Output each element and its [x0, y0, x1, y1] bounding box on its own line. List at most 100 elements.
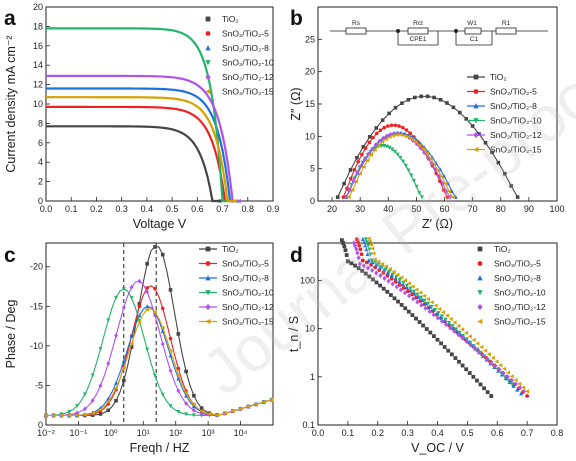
lifetime-point: [411, 289, 416, 294]
y-tick-label: 12: [33, 80, 43, 90]
lifetime-point: [381, 270, 386, 275]
y-tick-label: 14: [33, 60, 43, 70]
lifetime-point: [399, 303, 404, 307]
legend-marker: [477, 303, 483, 311]
nyquist-point: [395, 132, 400, 137]
bode-point: [129, 333, 134, 338]
bode-point: [51, 413, 56, 418]
nyquist-point: [348, 176, 353, 181]
nyquist-point: [413, 95, 417, 100]
x-axis-label: Freqh / HZ: [130, 441, 190, 455]
jv-curve: [45, 105, 233, 203]
legend-label: SnO₂/TiO₂-12: [222, 72, 274, 82]
lifetime-point: [457, 330, 462, 335]
lifetime-point: [519, 391, 524, 396]
bode-point: [75, 404, 80, 409]
lifetime-point: [385, 270, 390, 275]
bode-point: [176, 372, 181, 377]
lifetime-point: [380, 264, 385, 270]
y-tick-label: 25: [305, 34, 315, 44]
nyquist-point: [402, 133, 407, 138]
lifetime-point: [385, 289, 390, 294]
nyquist-point: [418, 145, 423, 151]
nyquist-point: [363, 146, 368, 150]
lifetime-point: [363, 271, 368, 276]
bode-point: [43, 413, 48, 418]
nyquist-point: [406, 168, 411, 173]
legend-marker: [473, 118, 479, 124]
bode-point: [82, 392, 87, 397]
lifetime-point: [408, 286, 413, 291]
nyquist-point: [380, 140, 385, 145]
lifetime-point: [471, 337, 476, 342]
lifetime-point: [429, 304, 434, 310]
lifetime-point: [344, 253, 349, 257]
bode-point: [98, 407, 103, 412]
lifetime-point: [387, 266, 392, 272]
lifetime-point: [509, 377, 514, 383]
lifetime-point: [378, 283, 383, 288]
bode-point: [230, 409, 235, 414]
lifetime-point: [498, 363, 503, 368]
bode-point: [168, 288, 173, 292]
lifetime-point: [355, 250, 360, 256]
nyquist-point: [403, 163, 408, 168]
legend-label: SnO₂/TiO₂-8: [490, 101, 537, 111]
legend-label: SnO₂/TiO₂-10: [222, 58, 274, 68]
lifetime-point: [420, 297, 425, 303]
lifetime-point: [509, 374, 514, 379]
bode-point: [121, 358, 126, 363]
lifetime-point: [372, 257, 377, 262]
lifetime-point: [482, 348, 488, 353]
bode-point: [74, 413, 79, 418]
lifetime-point: [437, 306, 442, 311]
legend-marker: [473, 89, 479, 94]
lifetime-point: [517, 385, 523, 391]
lifetime-point: [386, 278, 391, 284]
lifetime-point: [478, 382, 483, 387]
bode-point: [75, 410, 80, 416]
bode-point: [261, 400, 266, 405]
bode-point: [168, 353, 173, 358]
panel-label-b: b: [290, 7, 303, 30]
bode-point: [152, 373, 157, 378]
nyquist-point: [445, 101, 449, 105]
legend-label: SnO₂/TiO₂-5: [494, 259, 541, 269]
bode-point: [129, 284, 134, 290]
bode-point: [98, 412, 103, 416]
nyquist-point: [496, 160, 501, 165]
lifetime-point: [501, 366, 507, 371]
lifetime-point: [436, 311, 441, 316]
bode-point: [184, 412, 189, 417]
bode-point: [183, 390, 188, 395]
lifetime-point: [425, 296, 430, 302]
bode-point: [184, 393, 189, 398]
nyquist-point: [443, 181, 448, 186]
nyquist-point: [404, 128, 409, 132]
lifetime-point: [399, 275, 404, 280]
nyquist-point: [356, 159, 360, 164]
nyquist-point: [371, 135, 375, 140]
y-tick-label: 18: [33, 21, 43, 31]
bode-point: [153, 245, 157, 249]
bode-point: [82, 412, 87, 417]
y-tick-label: 100: [300, 275, 315, 285]
nyquist-point: [425, 155, 430, 161]
nyquist-point: [380, 118, 385, 122]
lifetime-point: [485, 390, 490, 395]
resistor-symbol: [407, 27, 429, 35]
jv-point: [233, 199, 237, 203]
lifetime-point: [505, 374, 510, 380]
lifetime-point: [374, 270, 379, 276]
lifetime-point: [383, 267, 388, 272]
y-tick-label: 8: [38, 118, 43, 128]
lifetime-point: [443, 317, 448, 322]
lifetime-point: [354, 237, 359, 242]
bode-point: [137, 319, 142, 324]
lifetime-point: [382, 275, 387, 281]
bode-point: [145, 289, 150, 295]
lifetime-point: [431, 312, 436, 318]
lifetime-point: [361, 239, 367, 245]
lifetime-point: [383, 264, 389, 269]
